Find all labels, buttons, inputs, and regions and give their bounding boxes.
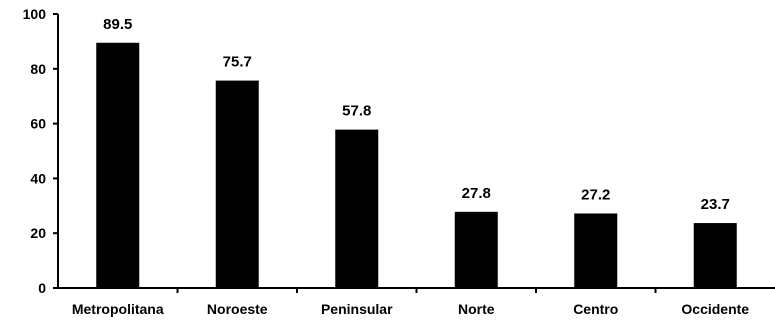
y-tick-label: 80 bbox=[30, 61, 46, 77]
bar-metropolitana bbox=[96, 42, 140, 288]
x-tick-label: Peninsular bbox=[321, 301, 393, 317]
x-tick-label: Metropolitana bbox=[72, 301, 164, 317]
data-label: 27.8 bbox=[462, 185, 491, 202]
data-label: 89.5 bbox=[103, 16, 132, 33]
x-tick-labels: Metropolitana Noroeste Peninsular Norte Cent… bbox=[72, 301, 749, 317]
data-labels: 89.5 75.7 57.8 27.8 27.2 23.7 bbox=[103, 16, 730, 213]
y-tick-label: 100 bbox=[23, 6, 47, 22]
y-tick-label: 20 bbox=[30, 225, 46, 241]
bar-occidente bbox=[693, 223, 737, 288]
y-tick-labels: 0 20 40 60 80 100 bbox=[23, 6, 47, 296]
bar-centro bbox=[574, 213, 618, 288]
data-label: 57.8 bbox=[342, 103, 371, 120]
data-label: 75.7 bbox=[223, 54, 252, 71]
x-tick-label: Centro bbox=[573, 301, 618, 317]
x-tick-label: Occidente bbox=[681, 301, 749, 317]
y-tick-label: 40 bbox=[30, 170, 46, 186]
x-tick-label: Noroeste bbox=[207, 301, 268, 317]
bar-noroeste bbox=[215, 80, 259, 288]
bars bbox=[96, 42, 737, 288]
axes bbox=[53, 13, 775, 293]
data-label: 23.7 bbox=[701, 196, 730, 213]
bar-norte bbox=[454, 211, 498, 288]
x-tick-label: Norte bbox=[458, 301, 495, 317]
data-label: 27.2 bbox=[581, 186, 610, 203]
y-tick-label: 0 bbox=[38, 280, 46, 296]
y-tick-label: 60 bbox=[30, 116, 46, 132]
bar-peninsular bbox=[335, 129, 379, 288]
